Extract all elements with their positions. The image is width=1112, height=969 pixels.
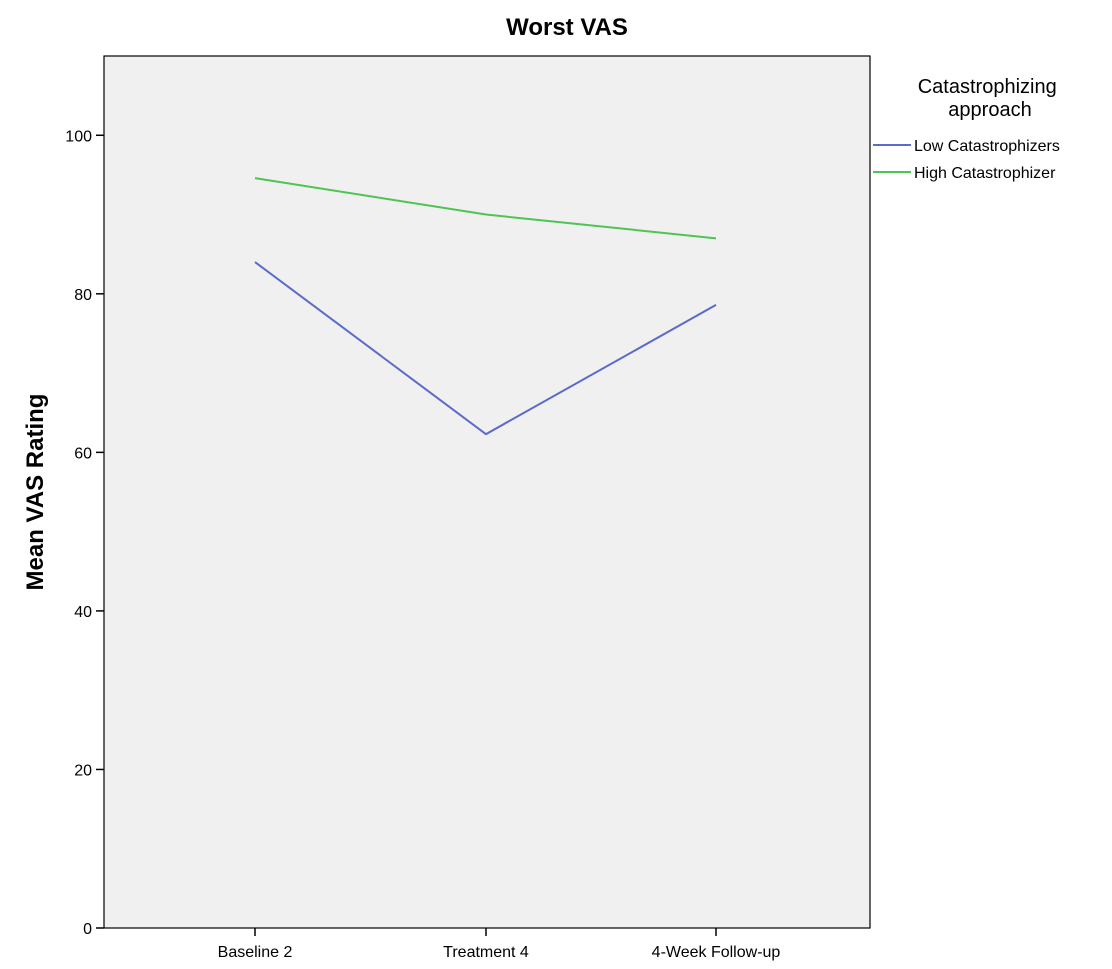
plot-area [103,55,871,929]
x-tick-label: Baseline 2 [218,944,293,961]
y-tick-label: 80 [74,287,92,304]
series-layer [254,177,717,436]
y-axis-label: Mean VAS Rating [22,394,49,591]
x-tick-label: Treatment 4 [443,944,529,961]
chart-title: Worst VAS [506,14,628,41]
y-tick-label: 60 [74,445,92,462]
legend-title-line-1: Catastrophizing [918,76,1057,98]
x-axis: Baseline 2 Treatment 4 4-Week Follow-up [218,928,781,961]
x-tick-label: 4-Week Follow-up [652,944,781,961]
y-tick-label: 0 [83,921,92,938]
legend-title: Catastrophizing approach [918,76,1063,121]
series-line-1 [254,177,717,240]
legend-items: Low Catastrophizers High Catastrophizer [873,138,1060,182]
y-tick-label: 20 [74,762,92,779]
legend: Catastrophizing approach Low Catastrophi… [873,76,1063,182]
legend-label: Low Catastrophizers [914,138,1060,155]
y-tick-label: 100 [65,128,92,145]
y-tick-label: 40 [74,604,92,621]
legend-label: High Catastrophizer [914,165,1056,182]
legend-title-line-2: approach [948,99,1031,121]
y-axis: 0 20 40 60 80 100 [65,128,104,938]
series-line-0 [254,261,717,436]
